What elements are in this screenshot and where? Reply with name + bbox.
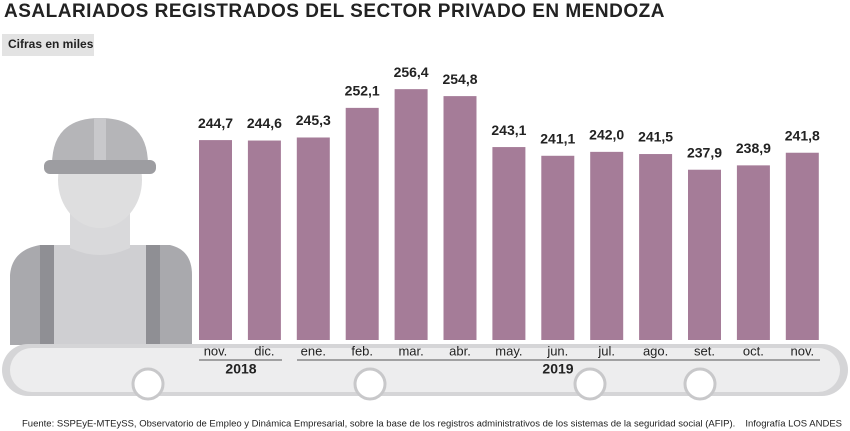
- bar: [590, 151, 624, 340]
- x-tick-label: may.: [495, 343, 522, 358]
- bar: [345, 107, 379, 340]
- value-label: 241,1: [540, 130, 575, 146]
- value-label: 245,3: [296, 112, 331, 128]
- x-tick-label: jun.: [546, 343, 568, 358]
- x-tick-label: ago.: [643, 343, 668, 358]
- subtitle-box: [2, 34, 94, 56]
- bar: [688, 169, 721, 340]
- value-label: 254,8: [442, 71, 477, 87]
- bar: [296, 137, 330, 340]
- bar: [736, 165, 770, 340]
- x-tick-label: nov.: [204, 343, 228, 358]
- value-label: 241,8: [785, 127, 820, 143]
- bar: [394, 89, 428, 341]
- chart-subtitle: Cifras en miles: [8, 37, 94, 51]
- x-tick-label: abr.: [449, 343, 471, 358]
- x-tick-label: set.: [694, 343, 715, 358]
- year-label: 2018: [225, 361, 256, 377]
- x-tick-label: feb.: [351, 343, 373, 358]
- bar: [639, 154, 673, 340]
- source-note: Fuente: SSPEyE-MTEySS, Observatorio de E…: [22, 419, 735, 430]
- value-label: 256,4: [394, 64, 429, 80]
- value-label: 241,5: [638, 129, 673, 145]
- value-label: 244,6: [247, 115, 282, 131]
- value-label: 252,1: [345, 83, 380, 99]
- conveyor-belt: [2, 344, 848, 401]
- value-label: 242,0: [589, 127, 624, 143]
- x-tick-label: mar.: [398, 343, 423, 358]
- x-tick-label: nov.: [790, 343, 814, 358]
- bar: [199, 140, 232, 340]
- x-tick-label: oct.: [743, 343, 764, 358]
- year-label: 2019: [542, 361, 573, 377]
- bar: [785, 152, 819, 340]
- bar: [247, 140, 281, 340]
- x-tick-label: jul.: [597, 343, 615, 358]
- bar: [443, 96, 477, 341]
- value-label: 244,7: [198, 115, 233, 131]
- credit: Infografía LOS ANDES: [745, 419, 842, 430]
- x-tick-label: ene.: [301, 343, 326, 358]
- value-label: 243,1: [491, 122, 526, 138]
- bar: [541, 155, 575, 340]
- bar: [492, 147, 526, 340]
- value-label: 238,9: [736, 140, 771, 156]
- worker-illustration: [10, 118, 192, 345]
- chart-title: ASALARIADOS REGISTRADOS DEL SECTOR PRIVA…: [4, 1, 665, 22]
- x-tick-label: dic.: [254, 343, 274, 358]
- value-label: 237,9: [687, 144, 722, 160]
